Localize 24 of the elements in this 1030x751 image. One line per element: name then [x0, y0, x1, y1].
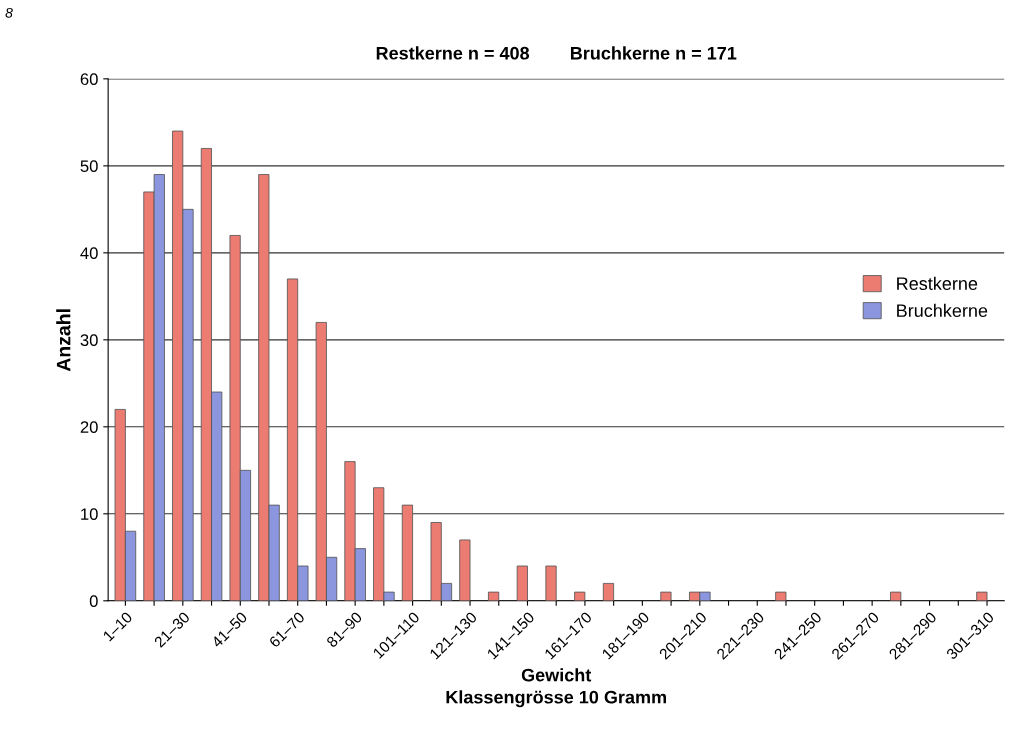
x-axis-title: Gewicht Klassengrösse 10 Gramm [446, 668, 666, 708]
y-tick-label: 30 [80, 334, 98, 347]
bar [401, 504, 414, 601]
chart-title: Restkerne n = 408 Bruchkerne n = 171 [376, 46, 737, 60]
bar [660, 591, 672, 601]
bar [488, 591, 500, 601]
y-tick-label: 0 [89, 595, 98, 607]
bar [602, 582, 615, 601]
y-axis-title: Anzahl [56, 309, 71, 372]
y-tick-label: 60 [80, 73, 98, 86]
legend-label: Bruchkerne [897, 303, 988, 318]
text: 8 [5, 7, 13, 18]
y-tick-label: 10 [81, 508, 98, 521]
y-tick-label: 20 [80, 421, 98, 434]
bar [516, 565, 528, 601]
bar [890, 591, 902, 601]
bar [545, 565, 557, 601]
y-tick-label: 50 [80, 160, 98, 173]
bar [976, 591, 988, 601]
bar [775, 591, 787, 601]
bar [574, 591, 586, 601]
legend-label: Restkerne [897, 276, 978, 290]
y-tick-label: 40 [80, 247, 98, 260]
bar [459, 539, 471, 601]
